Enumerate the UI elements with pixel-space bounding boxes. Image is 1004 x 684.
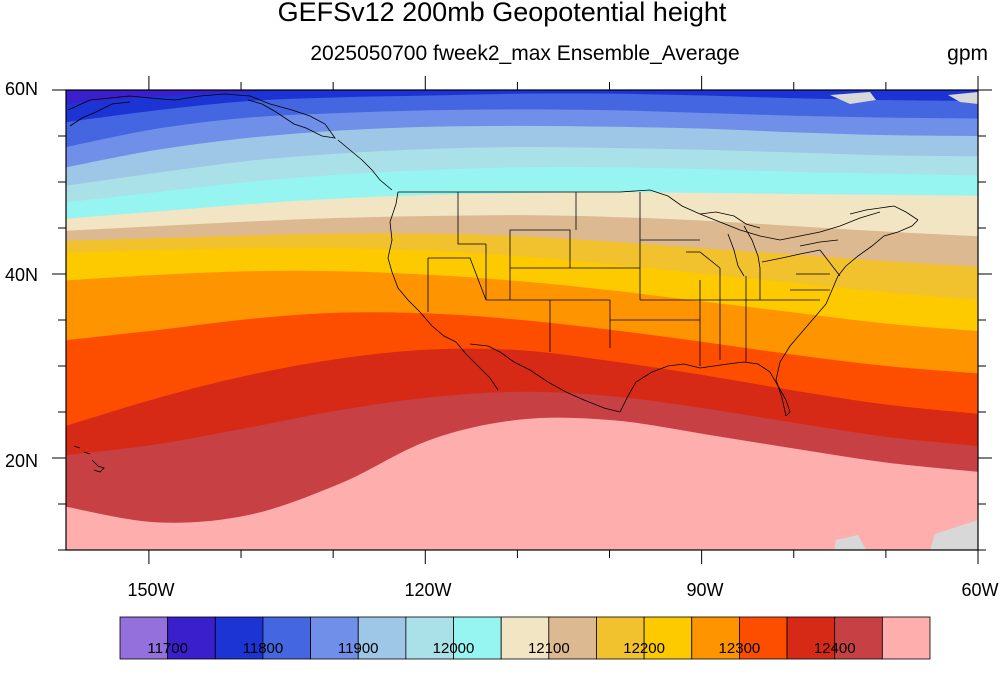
lat-label-40n: 40N [4,265,38,285]
lat-label-20n: 20N [4,451,38,471]
lon-label-150w: 150W [127,580,175,600]
map-frame [52,76,992,564]
colorbar-label: 12000 [432,640,475,657]
lon-label-120w: 120W [404,580,452,600]
colorbar-label: 11900 [337,640,379,657]
colorbar-label: 11700 [147,640,188,657]
colorbar-label: 12300 [718,640,761,657]
units-label: gpm [947,42,988,65]
map-subtitle: 2025050700 fweek2_max Ensemble_Average [310,42,740,65]
land-background [830,92,978,550]
lon-label-90w: 90W [686,580,724,600]
lon-label-60w: 60W [961,580,999,600]
colorbar-label: 12400 [813,640,856,657]
map-title: GEFSv12 200mb Geopotential height [277,0,727,27]
colorbar-label: 12200 [623,640,665,657]
map-plot [52,76,992,564]
lat-label-60n: 60N [4,79,38,99]
colorbar-label: 11800 [242,640,284,657]
band-12450 [66,417,978,550]
colorbar-swatch [881,616,931,660]
coastlines-and-state-borders [67,93,919,473]
contour-bands [66,90,978,550]
colorbar-label: 12100 [527,640,570,657]
